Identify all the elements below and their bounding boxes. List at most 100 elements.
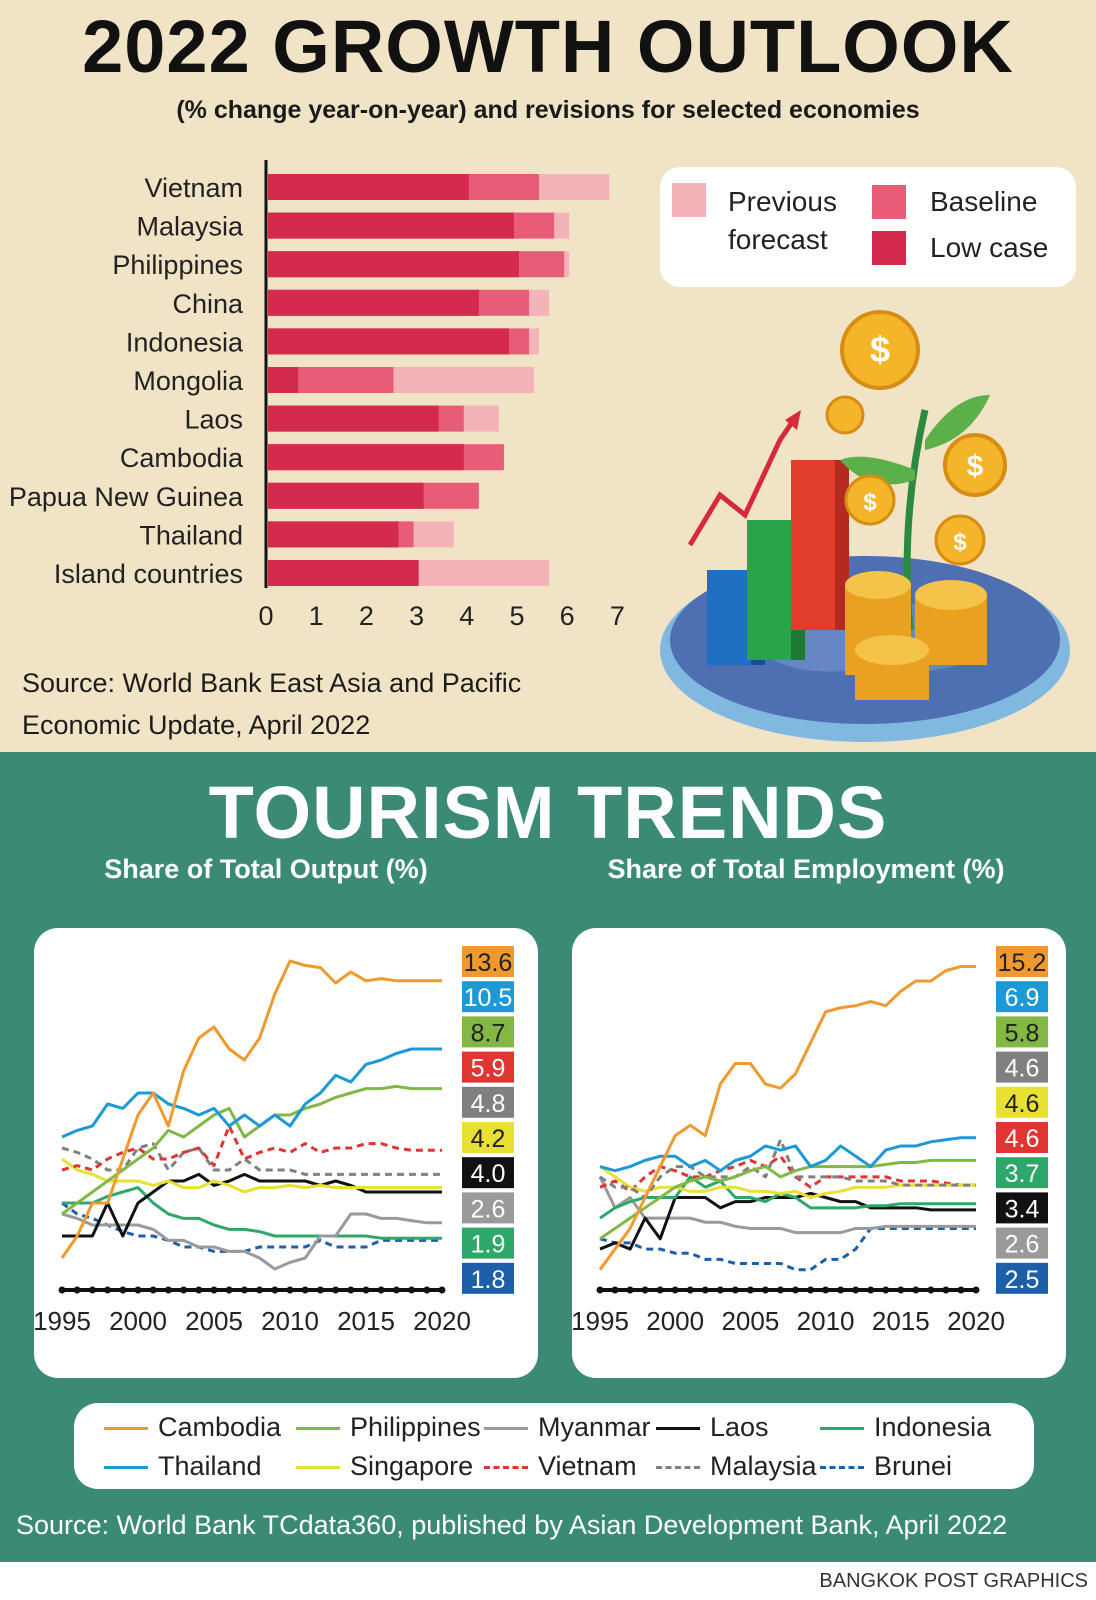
tourism-source: Source: World Bank TCdata360, published … (16, 1510, 1008, 1540)
x-axis-dot (301, 1286, 309, 1294)
bar-low-case (268, 482, 424, 509)
x-axis-dot (210, 1286, 218, 1294)
x-axis-dot (73, 1286, 81, 1294)
legend-swatch-low-case (872, 231, 906, 265)
x-axis-dot (942, 1286, 950, 1294)
legend-label: Malaysia (710, 1451, 817, 1481)
series-line-thailand (599, 1136, 976, 1173)
legend-label: Myanmar (538, 1412, 651, 1442)
value-label: 4.6 (1005, 1055, 1040, 1083)
x-tick-label: 7 (610, 601, 625, 631)
legend-item-cambodia: Cambodia (104, 1407, 281, 1447)
legend-item-laos: Laos (656, 1407, 769, 1447)
growth-title: 2022 GROWTH OUTLOOK (82, 5, 1014, 88)
value-label: 4.6 (1005, 1090, 1040, 1118)
bar-low-case (268, 367, 299, 393)
legend-item-myanmar: Myanmar (484, 1407, 651, 1447)
output-chart-panel: 1995 2000 2005 2010 2015 2020 13.6 10.5 8.7 5.9 4.… (34, 928, 538, 1378)
leaf-icon-2 (925, 395, 990, 450)
value-label: 6.9 (1005, 984, 1040, 1012)
x-tick-label: 2015 (337, 1306, 395, 1336)
svg-text:$: $ (953, 529, 967, 556)
x-tick-label: 2005 (185, 1306, 243, 1336)
x-tick-label: 5 (509, 601, 524, 631)
legend-item-brunei: Brunei (820, 1446, 952, 1486)
legend-label: Singapore (350, 1451, 474, 1481)
series-line-vietnam (599, 1154, 976, 1193)
legend-label: Indonesia (874, 1412, 992, 1442)
value-label-box (462, 1016, 514, 1048)
x-tick-label: 6 (560, 601, 575, 631)
value-label-box (462, 1157, 514, 1189)
x-axis-dot (104, 1286, 112, 1294)
x-axis-dot (686, 1286, 694, 1294)
x-tick-label: 3 (409, 601, 424, 631)
x-axis-dot (347, 1286, 355, 1294)
value-label: 2.6 (471, 1195, 506, 1223)
x-axis-dot (88, 1286, 96, 1294)
series-line-singapore (61, 1157, 442, 1194)
bar-low-case (268, 521, 399, 548)
tourism-section: TOURISM TRENDS Share of Total Output (%)… (0, 752, 1096, 1562)
svg-text:$: $ (863, 489, 877, 516)
legend-line-icon (820, 1466, 864, 1470)
bar-low-case (268, 328, 509, 355)
x-tick-label: 2 (359, 601, 374, 631)
x-axis-dot (972, 1286, 980, 1294)
x-axis-dot (240, 1286, 248, 1294)
x-axis-dot (596, 1286, 604, 1294)
value-label: 3.4 (1005, 1195, 1040, 1223)
value-label: 5.8 (1005, 1019, 1040, 1047)
value-label: 5.9 (471, 1055, 506, 1083)
bar-low-case (268, 560, 419, 586)
value-label: 13.6 (464, 949, 513, 977)
legend-swatch-baseline (872, 185, 906, 219)
x-axis-dot (852, 1286, 860, 1294)
x-axis-dot (149, 1286, 157, 1294)
legend-line-icon (296, 1466, 340, 1470)
x-axis-dot (641, 1286, 649, 1294)
x-axis-dot (195, 1286, 203, 1294)
legend-label: Brunei (874, 1451, 953, 1481)
x-axis-dot (256, 1286, 264, 1294)
tourism-legend: Cambodia Philippines Myanmar Laos Indonesia T… (74, 1403, 1034, 1489)
x-axis-dot (746, 1286, 754, 1294)
x-axis-dot (882, 1286, 890, 1294)
category-label: Thailand (139, 520, 243, 550)
series-line-indonesia (62, 1186, 442, 1240)
employment-chart-panel: 1995 2000 2005 2010 2015 2020 15.2 6.9 5.8 4.6 4.6… (572, 928, 1066, 1378)
value-label-box (996, 1086, 1048, 1118)
leaf-icon (840, 456, 915, 485)
x-tick-label: 4 (459, 601, 474, 631)
legend-label: Laos (710, 1412, 769, 1442)
coin-icons: $ $ $ $ (825, 310, 1007, 700)
value-label: 2.5 (1005, 1266, 1040, 1294)
legend-label: Thailand (158, 1451, 262, 1481)
employment-chart-title: Share of Total Employment (%) (607, 854, 1005, 884)
value-label: 4.0 (471, 1160, 506, 1188)
series-line-thailand (61, 1047, 442, 1139)
x-axis-dot (377, 1286, 385, 1294)
legend-label: Philippines (350, 1412, 481, 1442)
legend-line-icon (104, 1427, 148, 1431)
value-label: 10.5 (464, 984, 513, 1012)
value-label-box (462, 981, 514, 1013)
x-tick-label: 1995 (34, 1306, 91, 1336)
value-label: 8.7 (471, 1019, 506, 1047)
series-line-myanmar (598, 1176, 976, 1235)
value-label-box (996, 981, 1048, 1013)
series-line-philippines (61, 1084, 442, 1216)
series-line-laos (599, 1191, 976, 1251)
x-axis-dot (271, 1286, 279, 1294)
category-label: Indonesia (126, 327, 244, 357)
x-tick-label: 1 (309, 601, 324, 631)
bar-low-case (268, 174, 469, 200)
x-axis-dot (656, 1286, 664, 1294)
x-axis-dot (731, 1286, 739, 1294)
x-axis-dot (392, 1286, 400, 1294)
legend-label: Cambodia (158, 1412, 282, 1442)
category-label: Vietnam (144, 173, 243, 203)
value-label-box (462, 1262, 514, 1294)
value-label-box (996, 1227, 1048, 1259)
series-line-philippines (599, 1158, 976, 1240)
